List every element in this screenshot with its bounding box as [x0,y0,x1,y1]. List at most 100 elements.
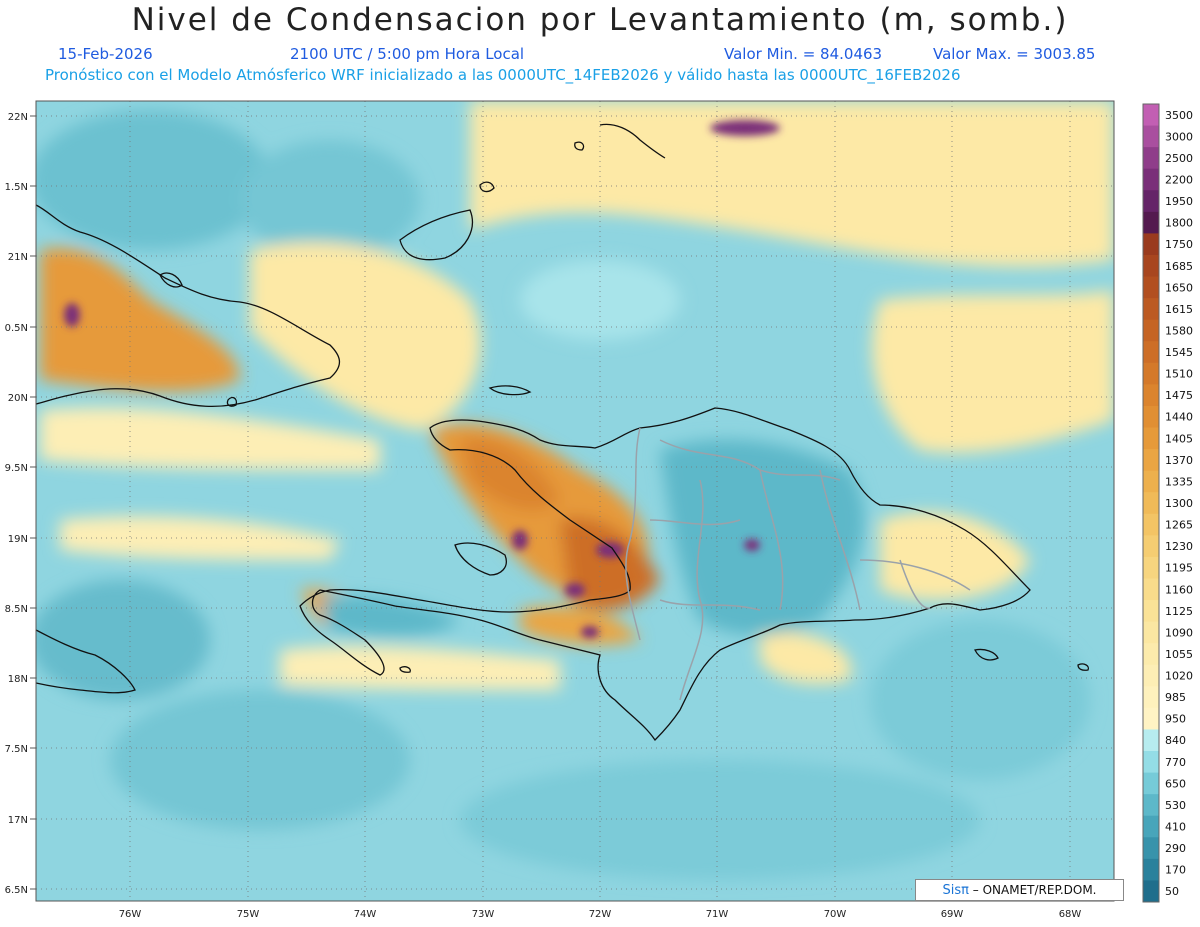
colorbar-label: 1300 [1165,497,1193,510]
colorbar-label: 1615 [1165,303,1193,316]
colorbar-swatch [1143,211,1159,234]
colorbar: 3500 3000 2500 2200 1950 1800 1750 1685 1650 1615… [1142,103,1193,903]
time-label: 2100 UTC / 5:00 pm Hora Local [290,45,525,63]
colorbar-swatch [1143,686,1159,709]
colorbar-swatch [1143,341,1159,364]
colorbar-label: 1230 [1165,540,1193,553]
colorbar-frame [1142,103,1160,903]
colorbar-label: 1090 [1165,626,1193,639]
colorbar-swatch [1143,384,1159,407]
colorbar-swatch [1143,600,1159,623]
colorbar-swatch [1143,858,1159,881]
colorbar-label: 1055 [1165,648,1193,661]
colorbar-label: 770 [1165,756,1186,769]
colorbar-swatch [1143,751,1159,774]
colorbar-label: 1335 [1165,475,1193,488]
map-frame [35,100,1115,902]
lon-label: 75W [237,909,260,920]
graticule [36,101,1114,901]
colorbar-label: 1265 [1165,519,1193,532]
colorbar-label: 3000 [1165,130,1193,143]
colorbar-swatch [1143,168,1159,191]
colorbar-label: 1195 [1165,562,1193,575]
lon-label: 68W [1059,909,1082,920]
colorbar-label: 2200 [1165,173,1193,186]
lat-label: 17N [8,815,28,826]
colorbar-label: 1160 [1165,583,1193,596]
date-label: 15-Feb-2026 [58,45,153,63]
lat-label: 18N [8,674,28,685]
colorbar-swatch [1143,233,1159,256]
tortuga-island [488,385,532,396]
gonave-island [454,542,507,576]
colorbar-swatch [1143,276,1159,299]
colorbar-label: 985 [1165,691,1186,704]
colorbar-label: 1950 [1165,195,1193,208]
colorbar-swatch [1143,815,1159,838]
colorbar-swatch [1143,254,1159,278]
colorbar-swatch [1143,427,1159,450]
colorbar-swatch [1143,643,1159,666]
colorbar-label: 2500 [1165,152,1193,165]
colorbar-label: 950 [1165,713,1186,726]
cuba-coast [36,204,341,408]
colorbar-swatch [1143,621,1159,644]
colorbar-swatch [1143,707,1159,730]
colorbar-label: 1510 [1165,368,1193,381]
longitude-labels: 76W 75W 74W 73W 72W 71W 70W 69W 68W [119,909,1082,920]
colorbar-label: 1800 [1165,217,1193,230]
colorbar-label: 840 [1165,734,1186,747]
colorbar-swatch [1143,880,1159,903]
lat-label: 7.5N [5,744,28,755]
lat-label: 21N [8,252,28,263]
colorbar-swatch [1143,405,1159,429]
colorbar-label: 50 [1165,885,1179,898]
colorbar-swatch [1143,578,1159,601]
colorbar-label: 170 [1165,864,1186,877]
bahamas-inagua [399,209,474,261]
colorbar-swatch [1143,190,1159,213]
colorbar-label: 1685 [1165,260,1193,273]
colorbar-swatch [1143,492,1159,515]
colorbar-swatch [1143,772,1159,795]
lat-label: 19N [8,534,28,545]
province-boundaries [625,427,971,701]
lat-label: 1.5N [5,182,28,193]
lat-label: 22N [8,112,28,123]
lat-label: 0.5N [5,323,28,334]
latitude-labels: 22N 1.5N 21N 0.5N 20N 9.5N 19N 8.5N 18N … [5,112,36,896]
colorbar-label: 1580 [1165,324,1193,337]
colorbar-label: 1370 [1165,454,1193,467]
colorbar-label: 1545 [1165,346,1193,359]
colorbar-label: 1650 [1165,281,1193,294]
credit-box: Sisπ – ONAMET/REP.DOM. [915,879,1124,901]
colorbar-label: 1475 [1165,389,1193,402]
colorbar-label: 1405 [1165,432,1193,445]
colorbar-label: 530 [1165,799,1186,812]
colorbar-swatch [1143,298,1159,321]
colorbar-label: 1125 [1165,605,1193,618]
lon-label: 74W [354,909,377,920]
colorbar-swatch [1143,147,1159,170]
turks-caicos [599,123,666,159]
lon-label: 70W [824,909,847,920]
colorbar-swatch [1143,104,1159,127]
colorbar-swatch [1143,729,1159,752]
map-title: Nivel de Condensacion por Levantamiento … [131,2,1069,38]
forecast-label: Pronóstico con el Modelo Atmósferico WRF… [45,66,961,84]
lat-label: 20N [8,393,28,404]
colorbar-label: 3500 [1165,109,1193,122]
colorbar-label: 1440 [1165,411,1193,424]
jamaica-coast [36,629,136,694]
colorbar-swatch [1143,837,1159,860]
lon-label: 73W [472,909,495,920]
colorbar-swatch [1143,449,1159,472]
colorbar-swatch [1143,513,1159,536]
colorbar-swatch [1143,556,1159,579]
colorbar-swatch [1143,362,1159,385]
coastlines [36,123,1090,742]
lat-label: 9.5N [5,463,28,474]
colorbar-label: 650 [1165,777,1186,790]
colorbar-label: 290 [1165,842,1186,855]
